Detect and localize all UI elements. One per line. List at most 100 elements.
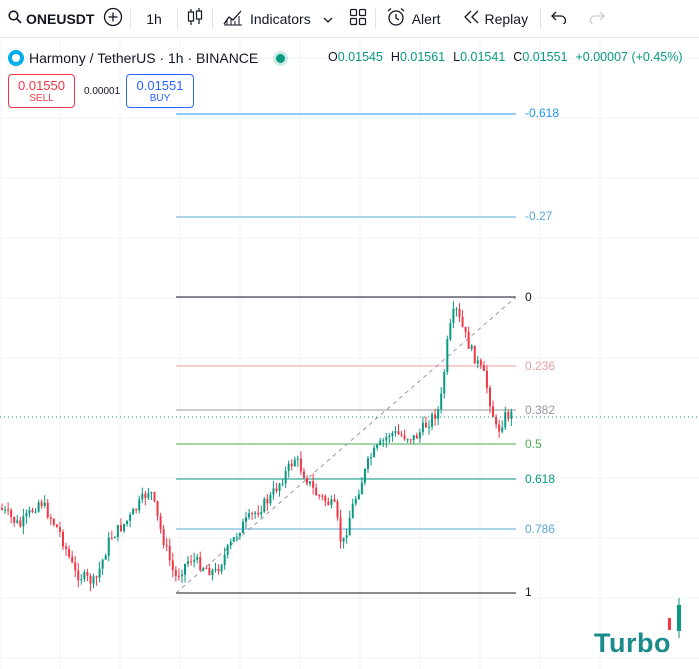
candle-body	[101, 559, 104, 569]
sell-button[interactable]: 0.01550 SELL	[8, 74, 75, 108]
candle-body	[336, 501, 339, 518]
close-value: 0.01551	[522, 50, 568, 64]
toolbar-divider	[130, 8, 131, 29]
candle-body	[437, 409, 440, 419]
candle-body	[119, 525, 122, 532]
candle-body	[1, 508, 3, 510]
price-chart[interactable]	[0, 38, 699, 669]
candle-body	[31, 509, 34, 512]
candle-body	[34, 511, 37, 513]
candle-body	[150, 492, 153, 494]
candle-body	[363, 468, 366, 483]
candle-body	[241, 521, 244, 533]
candle-body	[424, 422, 427, 428]
candle-body	[196, 556, 199, 560]
candle-body	[440, 393, 443, 410]
candles-icon	[186, 7, 204, 30]
candle-body	[394, 431, 397, 434]
candle-body	[193, 559, 196, 562]
candle-body	[46, 502, 49, 518]
turbo-watermark: Turbo	[594, 628, 671, 658]
candle-body	[507, 412, 510, 419]
candle-body	[144, 493, 147, 498]
candle-body	[299, 458, 302, 472]
redo-button[interactable]	[577, 0, 617, 38]
candle-body	[165, 545, 168, 547]
templates-button[interactable]	[341, 0, 375, 38]
candle-body	[58, 527, 61, 532]
candle-body	[205, 568, 208, 570]
candle-body	[370, 457, 373, 459]
candle-body	[254, 512, 257, 515]
candle-body	[400, 434, 403, 436]
candle-body	[443, 371, 446, 394]
candle-body	[504, 412, 507, 428]
candle-body	[168, 545, 171, 561]
candle-body	[190, 561, 193, 563]
toolbar-divider	[374, 8, 376, 29]
candle-body	[464, 326, 467, 332]
candle-body	[348, 518, 351, 536]
fib-label-0: 0	[525, 290, 532, 304]
candle-body	[177, 575, 180, 577]
toolbar-divider	[540, 8, 542, 29]
candle-body	[83, 571, 86, 580]
candle-body	[360, 482, 363, 495]
redo-icon	[589, 8, 606, 29]
candle-body	[132, 508, 135, 515]
candle-body	[342, 537, 345, 542]
symbol-title[interactable]: Harmony / TetherUS · 1h · BINANCE	[29, 50, 259, 66]
toolbar-divider	[177, 8, 178, 29]
undo-button[interactable]	[541, 0, 577, 38]
candle-body	[482, 365, 485, 371]
candle-body	[19, 520, 22, 527]
candle-body	[171, 560, 174, 571]
candle-body	[43, 502, 46, 506]
candle-body	[40, 502, 43, 506]
candle-body	[495, 416, 498, 425]
candle-body	[49, 517, 52, 520]
indicators-button[interactable]: Indicators	[213, 0, 315, 38]
candle-body	[77, 570, 80, 581]
candle-body	[199, 556, 202, 571]
candle-body	[431, 414, 434, 427]
fib-label-neg-027: -0.27	[525, 209, 553, 223]
candle-body	[510, 411, 513, 419]
candle-body	[80, 579, 83, 581]
replay-button[interactable]: Replay	[453, 0, 541, 38]
candle-body	[415, 435, 418, 439]
candle-body	[110, 537, 113, 539]
candle-body	[7, 509, 10, 511]
symbol-search-button[interactable]: ONEUSDT	[0, 0, 96, 38]
candle-body	[71, 556, 74, 563]
alert-button[interactable]: Alert	[376, 0, 453, 38]
candle-body	[28, 509, 31, 514]
chart-type-button[interactable]	[178, 0, 212, 38]
candle-body	[345, 535, 348, 538]
buy-button[interactable]: 0.01551 BUY	[126, 74, 194, 108]
candle-body	[92, 576, 95, 584]
candle-body	[281, 483, 284, 485]
candle-body	[65, 546, 68, 550]
search-icon	[8, 10, 22, 27]
candle-body	[449, 323, 452, 340]
indicators-label: Indicators	[250, 10, 311, 27]
interval-button[interactable]: 1h	[146, 10, 162, 27]
candle-body	[10, 510, 13, 517]
toolbar-divider	[212, 8, 213, 29]
candle-body	[476, 360, 479, 364]
candle-body	[376, 444, 379, 448]
market-status-icon[interactable]	[276, 53, 286, 63]
candle-body	[455, 308, 458, 310]
candle-body	[357, 494, 360, 500]
candle-body	[302, 471, 305, 479]
indicators-menu-button[interactable]	[315, 0, 341, 38]
candle-body	[403, 435, 406, 440]
candle-body	[104, 555, 107, 560]
candle-body	[330, 499, 333, 505]
compare-symbol-button[interactable]	[96, 0, 130, 38]
candle-body	[327, 501, 330, 505]
candle-body	[498, 424, 501, 432]
candle-body	[479, 360, 482, 366]
replay-label: Replay	[484, 10, 529, 27]
